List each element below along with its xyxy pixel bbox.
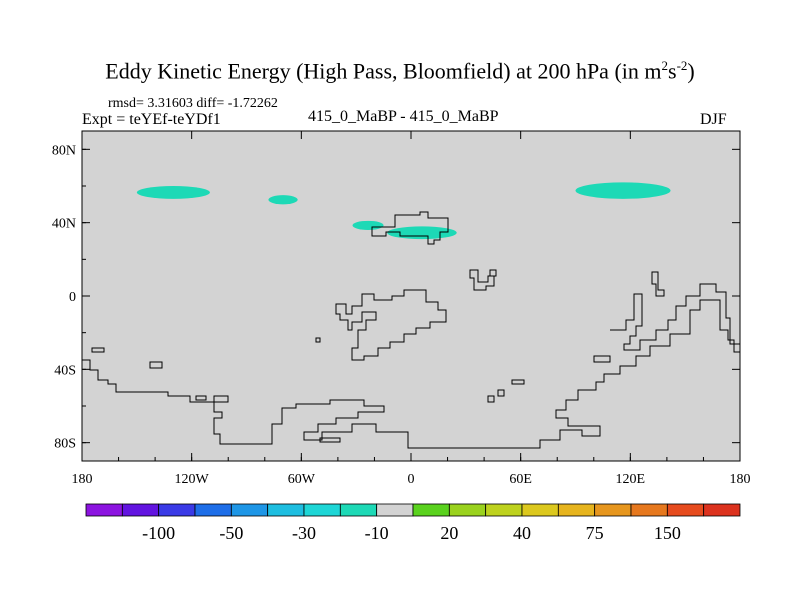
coastline-new-guinea bbox=[651, 271, 665, 297]
coastline-australia bbox=[82, 283, 740, 449]
colorbar-swatch bbox=[230, 503, 269, 517]
x-tick-label: 120E bbox=[616, 472, 646, 487]
experiment-label: Expt = teYEf-teYDf1 bbox=[82, 111, 221, 128]
coastline-isle-e bbox=[213, 395, 229, 403]
colorbar-label: -10 bbox=[365, 523, 389, 543]
colorbar-label: 150 bbox=[654, 523, 681, 543]
colorbar-swatch bbox=[303, 503, 341, 517]
coastline-arabia bbox=[469, 269, 495, 291]
anomaly-central-asia bbox=[575, 182, 671, 199]
coastline-layer bbox=[82, 211, 740, 449]
x-tick-label: 120W bbox=[175, 472, 210, 487]
colorbar-swatch bbox=[485, 503, 523, 517]
coastline-north-africa bbox=[371, 211, 449, 245]
x-tick-label: 180 bbox=[72, 472, 93, 487]
colorbar-swatch bbox=[194, 503, 232, 517]
coastline-small-isle-1 bbox=[489, 269, 497, 277]
y-tick-label: 0 bbox=[69, 290, 76, 305]
title-sup-squared: 2 bbox=[661, 58, 669, 73]
x-axis: 180 120W 60W 0 60E 120E 180 bbox=[72, 131, 751, 487]
title-main: Eddy Kinetic Energy (High Pass, Bloomfie… bbox=[105, 58, 662, 84]
title-sup-neg2: -2 bbox=[676, 58, 688, 73]
colorbar-swatch bbox=[630, 503, 668, 517]
coastline-isle-h bbox=[319, 437, 341, 443]
coastline-small-isle-2 bbox=[315, 337, 321, 343]
colorbar-swatch bbox=[703, 503, 741, 517]
rmsd-diff-stats: rmsd= 3.31603 diff= -1.72262 bbox=[108, 96, 278, 111]
y-tick-label: 80N bbox=[52, 143, 76, 158]
anomaly-mediterranean-east bbox=[387, 226, 457, 240]
colorbar-swatch bbox=[85, 503, 123, 517]
y-tick-label: 40S bbox=[54, 363, 76, 378]
coastline-indonesia bbox=[593, 355, 611, 363]
coastline-isle-g bbox=[91, 347, 105, 353]
colorbar-swatch bbox=[121, 503, 160, 517]
coastline-isle-d bbox=[195, 395, 207, 401]
colorbar-swatch bbox=[339, 503, 378, 517]
map-background bbox=[82, 131, 740, 461]
chart-title: Eddy Kinetic Energy (High Pass, Bloomfie… bbox=[0, 58, 800, 84]
colorbar-swatch bbox=[267, 503, 305, 517]
case-label: 415_0_MaBP - 415_0_MaBP bbox=[308, 108, 499, 125]
colorbar-swatch bbox=[158, 503, 196, 517]
season-label: DJF bbox=[700, 111, 727, 128]
colorbar-swatch bbox=[557, 503, 596, 517]
x-tick-label: 60E bbox=[509, 472, 532, 487]
colorbar-swatch bbox=[521, 503, 559, 517]
colorbar-swatch bbox=[594, 503, 632, 517]
anomaly-north-pacific-east bbox=[136, 186, 210, 199]
anomaly-north-america bbox=[268, 195, 298, 205]
colorbar-swatch bbox=[412, 503, 450, 517]
y-axis: 80N 40N 0 40S 80S bbox=[52, 143, 740, 452]
x-tick-label: 60W bbox=[288, 472, 316, 487]
coastline-isle-f bbox=[149, 361, 163, 369]
colorbar-label: -30 bbox=[292, 523, 316, 543]
anomaly-layer bbox=[136, 182, 671, 240]
coastline-isle-b bbox=[487, 395, 495, 403]
x-tick-label: 0 bbox=[408, 472, 415, 487]
colorbar: -100 -50 -30 -10 20 40 75 150 bbox=[85, 503, 741, 543]
colorbar-label: 40 bbox=[513, 523, 531, 543]
y-tick-label: 80S bbox=[54, 437, 76, 452]
y-tick-label: 40N bbox=[52, 217, 76, 232]
anomaly-mediterranean-west bbox=[352, 220, 384, 231]
colorbar-swatch bbox=[376, 503, 414, 517]
coastline-isle-a bbox=[511, 379, 525, 385]
coastline-south-america bbox=[335, 289, 447, 361]
colorbar-label: 75 bbox=[586, 523, 604, 543]
colorbar-swatch bbox=[666, 503, 705, 517]
colorbar-label: -50 bbox=[219, 523, 243, 543]
colorbar-swatch bbox=[448, 503, 487, 517]
x-tick-label: 180 bbox=[730, 472, 751, 487]
title-end: ) bbox=[687, 58, 695, 84]
title-mid: s bbox=[668, 58, 677, 84]
colorbar-label: -100 bbox=[142, 523, 175, 543]
colorbar-label: 20 bbox=[440, 523, 458, 543]
coastline-isle-c bbox=[497, 389, 505, 397]
